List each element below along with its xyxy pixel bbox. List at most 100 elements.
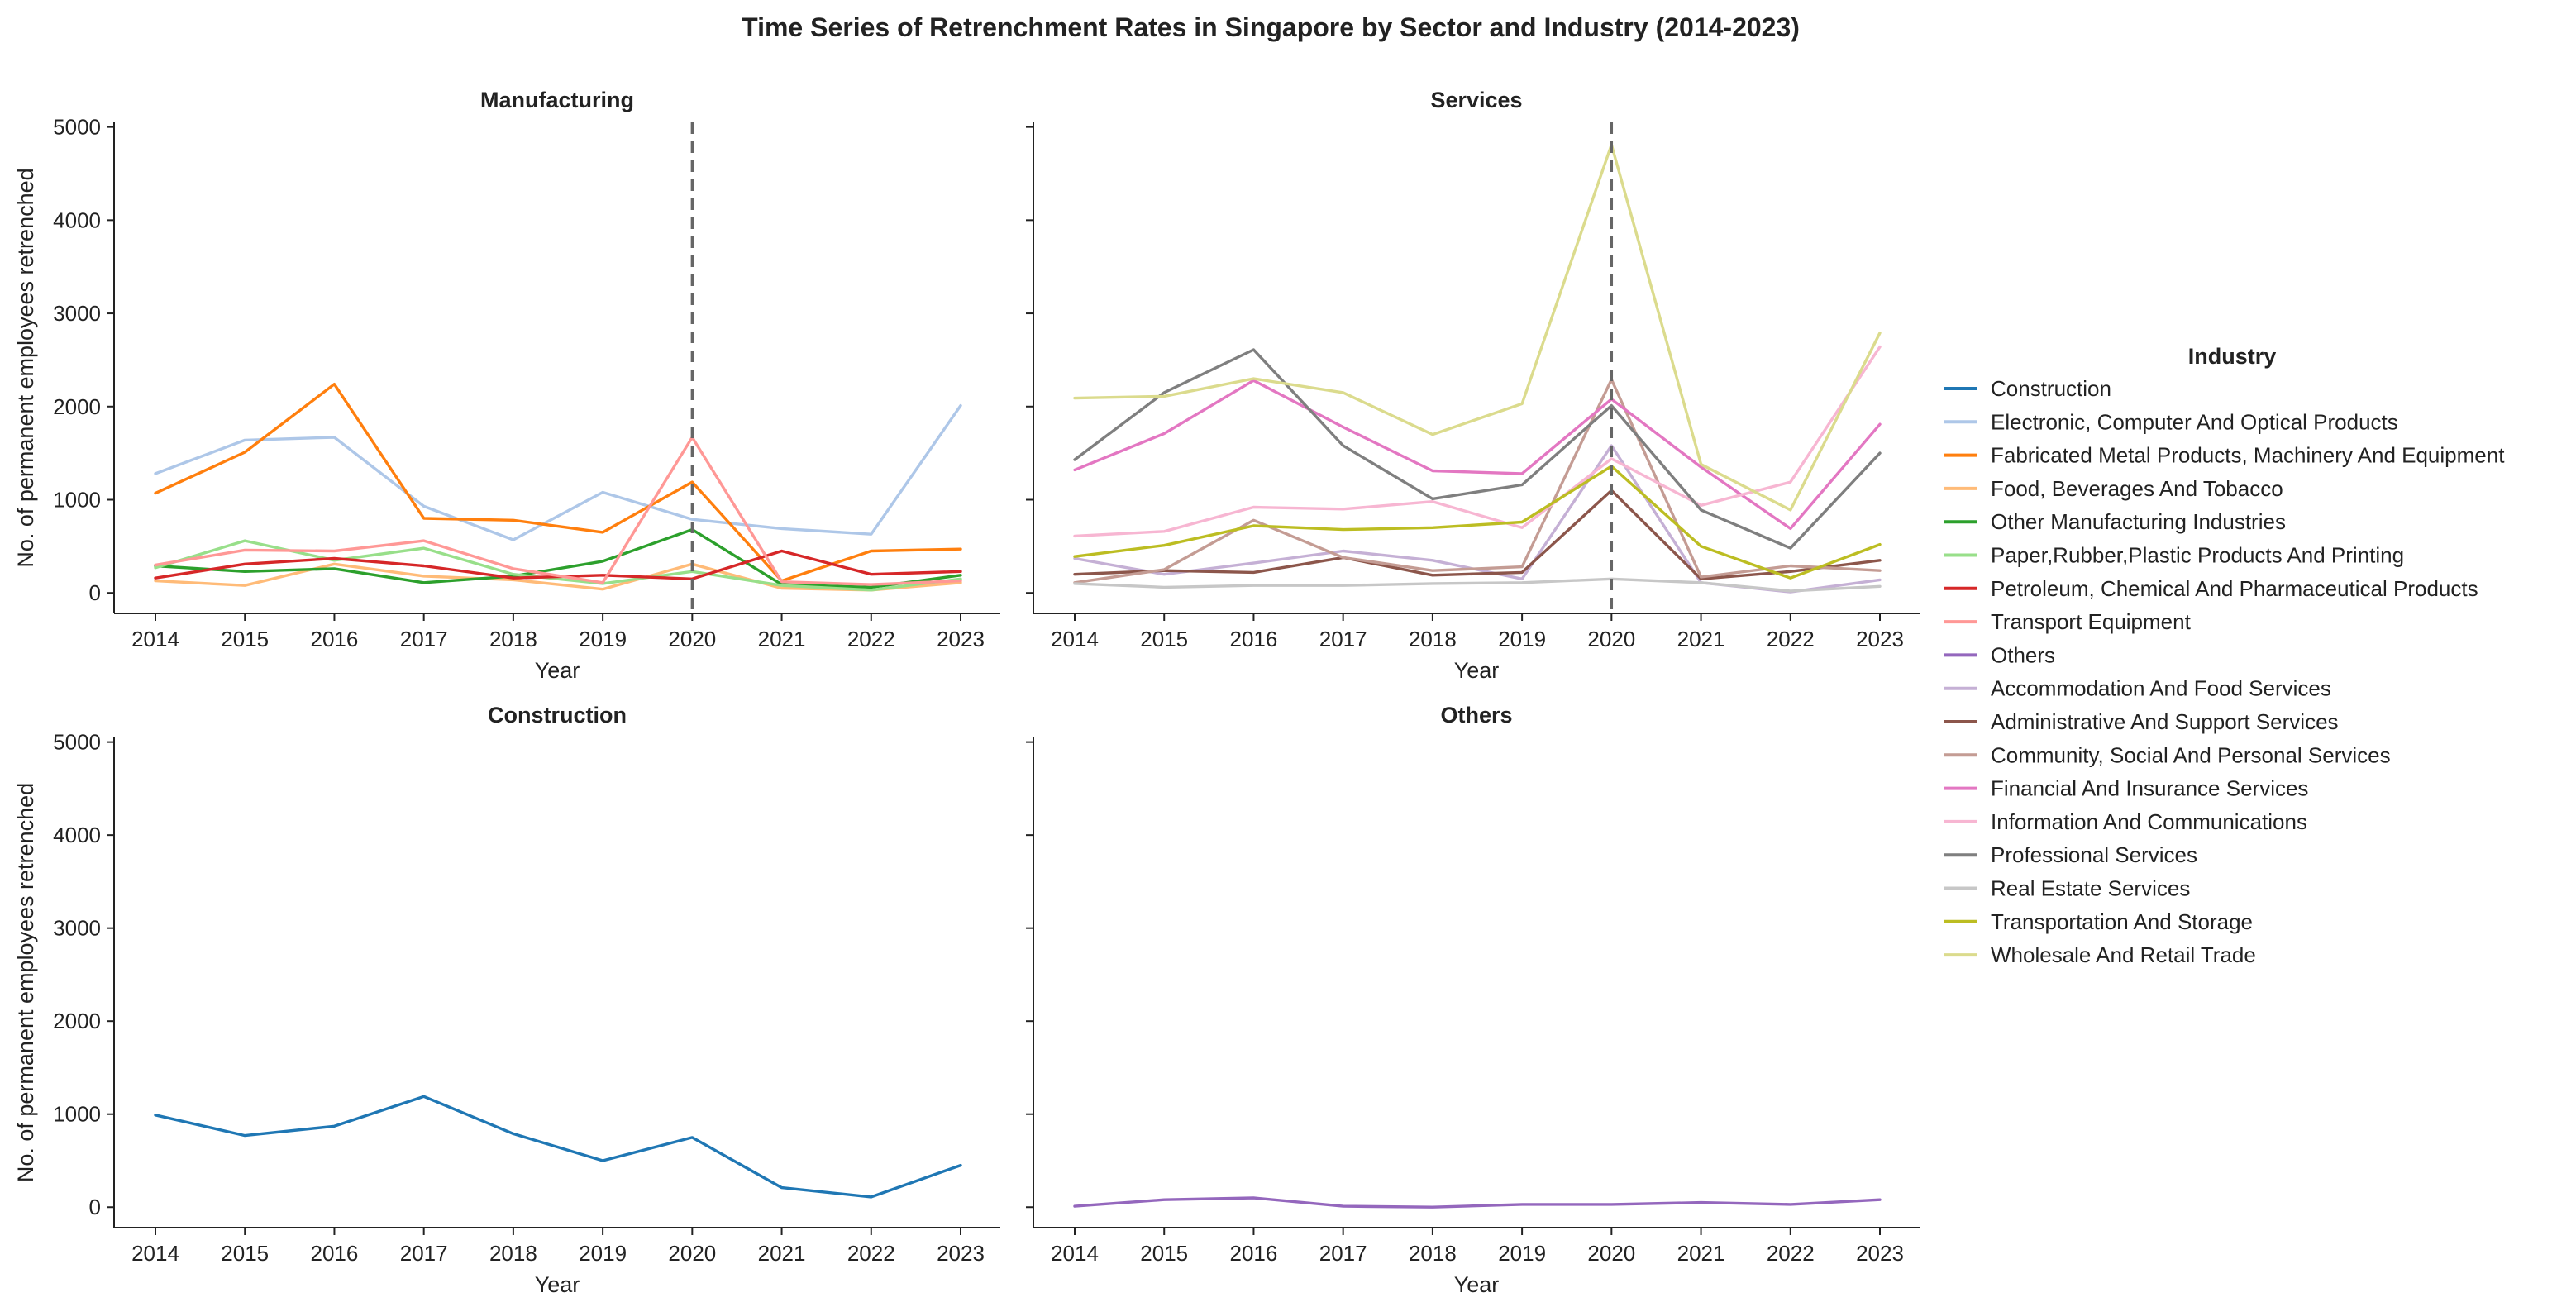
legend-item-information-and-communications: Information And Communications bbox=[1944, 809, 2307, 834]
y-tick-label: 1000 bbox=[53, 487, 101, 512]
series-line-community-social-and-personal-services bbox=[1073, 378, 1882, 584]
panel-title-construction: Construction bbox=[488, 703, 627, 727]
legend-label: Fabricated Metal Products, Machinery And… bbox=[1991, 443, 2505, 468]
chart-title: Time Series of Retrenchment Rates in Sin… bbox=[742, 12, 1800, 42]
x-tick-label: 2022 bbox=[847, 1241, 895, 1266]
legend-label: Administrative And Support Services bbox=[1991, 709, 2339, 734]
series-line-fabricated-metal-products-machinery-and-equipment bbox=[154, 383, 962, 583]
series-line-transport-equipment bbox=[154, 436, 962, 586]
x-tick-label: 2019 bbox=[579, 627, 627, 651]
x-tick-label: 2022 bbox=[847, 627, 895, 651]
x-tick-label: 2017 bbox=[400, 1241, 448, 1266]
legend-title: Industry bbox=[2188, 344, 2277, 369]
legend-label: Community, Social And Personal Services bbox=[1991, 742, 2391, 767]
y-tick-label: 3000 bbox=[53, 301, 101, 326]
legend-item-construction: Construction bbox=[1944, 376, 2111, 401]
x-tick-label: 2020 bbox=[668, 627, 716, 651]
panel-services: Services 2014 2015 2016 2017 2018 2019 2020 2021… bbox=[1026, 88, 1920, 683]
x-tick-label: 2023 bbox=[937, 627, 985, 651]
x-tick-label: 2020 bbox=[668, 1241, 716, 1266]
legend-item-real-estate-services: Real Estate Services bbox=[1944, 876, 2190, 901]
legend-label: Real Estate Services bbox=[1991, 876, 2190, 901]
series-line-transportation-and-storage bbox=[1073, 465, 1882, 580]
series-line-construction bbox=[154, 1095, 962, 1199]
x-tick-label: 2015 bbox=[1140, 1241, 1188, 1266]
series-line-professional-services bbox=[1073, 348, 1882, 550]
panel-construction: Construction 0 1000 2000 3000 4000 5000 2014 201… bbox=[13, 703, 1000, 1297]
x-tick-label: 2021 bbox=[758, 1241, 806, 1266]
y-axis-label: No. of permanent employees retrenched bbox=[13, 168, 38, 567]
series-line-other-manufacturing-industries bbox=[154, 527, 962, 589]
x-tick-label: 2018 bbox=[1409, 627, 1457, 651]
x-tick-label: 2019 bbox=[1498, 1241, 1546, 1266]
legend-label: Wholesale And Retail Trade bbox=[1991, 942, 2256, 967]
series-line-wholesale-and-retail-trade bbox=[1073, 143, 1882, 512]
x-tick-label: 2018 bbox=[489, 627, 537, 651]
legend-label: Financial And Insurance Services bbox=[1991, 776, 2308, 801]
x-axis-label: Year bbox=[535, 658, 580, 683]
panel-others: Others 2014 2015 2016 2017 2018 2019 2020 2021 20… bbox=[1026, 703, 1920, 1297]
x-axis-label: Year bbox=[1454, 658, 1500, 683]
legend-item-electronic-computer-and-optical-products: Electronic, Computer And Optical Product… bbox=[1944, 409, 2398, 434]
y-tick-label: 5000 bbox=[53, 730, 101, 755]
x-tick-label: 2020 bbox=[1587, 627, 1635, 651]
x-tick-label: 2016 bbox=[1230, 1241, 1278, 1266]
y-tick-label: 4000 bbox=[53, 823, 101, 847]
legend-item-paper-rubber-plastic-products-and-printing: Paper,Rubber,Plastic Products And Printi… bbox=[1944, 543, 2404, 568]
legend-item-professional-services: Professional Services bbox=[1944, 842, 2197, 867]
legend-item-other-manufacturing-industries: Other Manufacturing Industries bbox=[1944, 509, 2286, 534]
legend-label: Petroleum, Chemical And Pharmaceutical P… bbox=[1991, 576, 2478, 601]
series-line-real-estate-services bbox=[1073, 577, 1882, 593]
x-tick-label: 2023 bbox=[1856, 627, 1904, 651]
panel-title-others: Others bbox=[1440, 703, 1512, 727]
x-tick-label: 2021 bbox=[1677, 627, 1725, 651]
x-tick-label: 2023 bbox=[1856, 1241, 1904, 1266]
x-tick-label: 2021 bbox=[758, 627, 806, 651]
legend-item-others: Others bbox=[1944, 642, 2055, 667]
legend-label: Paper,Rubber,Plastic Products And Printi… bbox=[1991, 543, 2404, 568]
x-tick-label: 2014 bbox=[131, 1241, 179, 1266]
x-tick-label: 2022 bbox=[1767, 627, 1815, 651]
legend-item-fabricated-metal-products-machinery-and-equipment: Fabricated Metal Products, Machinery And… bbox=[1944, 443, 2505, 468]
legend-label: Professional Services bbox=[1991, 842, 2197, 867]
panel-title-services: Services bbox=[1430, 88, 1522, 112]
x-tick-label: 2014 bbox=[131, 627, 179, 651]
series-line-others bbox=[1073, 1196, 1882, 1209]
x-tick-label: 2019 bbox=[1498, 627, 1546, 651]
series-line-electronic-computer-and-optical-products bbox=[154, 403, 962, 541]
x-tick-label: 2015 bbox=[1140, 627, 1188, 651]
legend-label: Transportation And Storage bbox=[1991, 909, 2253, 934]
x-tick-label: 2016 bbox=[1230, 627, 1278, 651]
legend-label: Information And Communications bbox=[1991, 809, 2307, 834]
y-tick-label: 3000 bbox=[53, 916, 101, 941]
legend-item-food-beverages-and-tobacco: Food, Beverages And Tobacco bbox=[1944, 476, 2283, 501]
legend-label: Electronic, Computer And Optical Product… bbox=[1991, 409, 2398, 434]
x-tick-label: 2017 bbox=[1319, 627, 1367, 651]
legend: Industry Construction Electronic, Computer… bbox=[1944, 344, 2505, 967]
x-tick-label: 2021 bbox=[1677, 1241, 1725, 1266]
y-tick-label: 0 bbox=[89, 1195, 101, 1219]
x-tick-label: 2018 bbox=[1409, 1241, 1457, 1266]
y-tick-label: 2000 bbox=[53, 1009, 101, 1033]
legend-item-petroleum-chemical-and-pharmaceutical-products: Petroleum, Chemical And Pharmaceutical P… bbox=[1944, 576, 2478, 601]
legend-label: Construction bbox=[1991, 376, 2111, 401]
x-tick-label: 2017 bbox=[400, 627, 448, 651]
series-line-administrative-and-support-services bbox=[1073, 489, 1882, 580]
y-axis-label: No. of permanent employees retrenched bbox=[13, 783, 38, 1182]
panel-manufacturing: Manufacturing 0 1000 2000 3000 4000 5000 2014 20… bbox=[13, 88, 1000, 683]
legend-item-administrative-and-support-services: Administrative And Support Services bbox=[1944, 709, 2339, 734]
legend-item-financial-and-insurance-services: Financial And Insurance Services bbox=[1944, 776, 2308, 801]
panel-title-manufacturing: Manufacturing bbox=[480, 88, 634, 112]
x-tick-label: 2018 bbox=[489, 1241, 537, 1266]
legend-item-wholesale-and-retail-trade: Wholesale And Retail Trade bbox=[1944, 942, 2256, 967]
series-line-information-and-communications bbox=[1073, 345, 1882, 538]
legend-item-transport-equipment: Transport Equipment bbox=[1944, 609, 2192, 634]
x-tick-label: 2015 bbox=[221, 1241, 269, 1266]
y-tick-label: 4000 bbox=[53, 207, 101, 232]
x-tick-label: 2016 bbox=[311, 1241, 359, 1266]
legend-item-community-social-and-personal-services: Community, Social And Personal Services bbox=[1944, 742, 2391, 767]
legend-item-accommodation-and-food-services: Accommodation And Food Services bbox=[1944, 676, 2331, 701]
y-tick-label: 2000 bbox=[53, 394, 101, 419]
